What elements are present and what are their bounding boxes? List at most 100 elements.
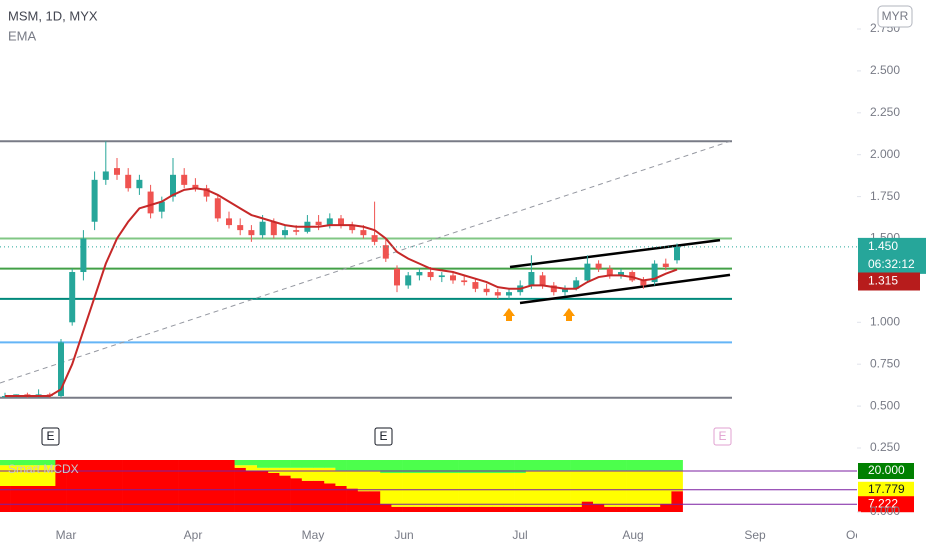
candle-body xyxy=(450,275,456,281)
candle-body xyxy=(114,168,120,175)
indicator-bar xyxy=(649,506,661,512)
indicator-bar xyxy=(279,467,291,476)
time-labels: Mar Apr May Jun Jul Aug Sep Oct xyxy=(56,528,866,542)
indicator-bar xyxy=(447,506,459,512)
month-label: Aug xyxy=(622,528,643,542)
indicator-bar xyxy=(503,506,515,512)
candle-body xyxy=(282,230,288,236)
plot-area xyxy=(0,140,857,399)
candle-body xyxy=(494,292,501,296)
indicator-bar xyxy=(525,506,538,512)
y-tick-label: 0.750 xyxy=(870,356,900,370)
indicator-bar xyxy=(637,460,650,471)
indicator-bar xyxy=(44,486,56,512)
indicator-bar xyxy=(21,465,34,486)
indicator-bar xyxy=(122,460,135,512)
indicator-bar xyxy=(593,460,605,471)
indicator-bar xyxy=(178,460,191,512)
indicator-bar xyxy=(66,460,79,512)
indicator-bar xyxy=(402,460,415,473)
month-label: Apr xyxy=(184,528,203,542)
indicator-bar xyxy=(357,470,370,492)
indicator-bar xyxy=(548,506,560,512)
indicator-bar xyxy=(604,506,616,512)
indicator-bar xyxy=(0,465,11,486)
candle-body xyxy=(102,171,109,180)
candle-body xyxy=(226,218,232,226)
indicator-bar xyxy=(503,460,515,473)
indicator-bar xyxy=(167,460,179,512)
indicator-bar xyxy=(626,506,639,512)
indicator-bar xyxy=(346,460,359,471)
indicator-bar xyxy=(660,460,672,471)
indicator-bar xyxy=(615,460,627,471)
indicator-bar xyxy=(391,506,403,512)
indicator-bar xyxy=(357,460,370,471)
indicator-level-label: 7.222 xyxy=(868,496,898,510)
candle-body xyxy=(472,282,479,289)
indicator-bar xyxy=(649,470,661,507)
indicator-bar xyxy=(223,460,235,512)
candle-body xyxy=(147,191,154,214)
last-price-box xyxy=(858,237,926,274)
indicator-bar xyxy=(402,506,415,512)
indicator-bar xyxy=(525,470,538,507)
indicator-bar xyxy=(469,460,482,473)
indicator-bar xyxy=(548,460,560,471)
indicator-bar xyxy=(570,470,583,507)
indicator-bar xyxy=(481,460,493,473)
candle-body xyxy=(203,188,210,197)
time-axis xyxy=(0,519,932,550)
indicator-bar xyxy=(0,460,11,466)
indicator-bar xyxy=(626,460,639,471)
chart-title: MSM, 1D, MYX xyxy=(8,8,98,23)
last-price-label: 1.450 xyxy=(868,239,898,253)
indicator-bar xyxy=(33,460,45,466)
axis-labels: 0.2500.5000.7501.0001.2501.5001.7502.000… xyxy=(857,21,926,518)
candle-body xyxy=(618,272,624,276)
indicator-bar xyxy=(33,465,45,486)
month-label: Jun xyxy=(394,528,413,542)
month-label: Jul xyxy=(512,528,527,542)
indicator-bar xyxy=(626,470,639,507)
indicator-bar xyxy=(245,465,258,471)
candle-body xyxy=(80,238,87,273)
indicator-bar xyxy=(369,470,381,492)
candle-body xyxy=(136,179,143,189)
indicator-bar xyxy=(380,473,392,505)
candle-body xyxy=(651,263,658,283)
month-label: Mar xyxy=(56,528,77,542)
indicator-bar xyxy=(245,470,258,512)
candle-body xyxy=(483,288,490,293)
candle-body xyxy=(293,230,300,232)
indicator-bar xyxy=(335,470,347,486)
event-box xyxy=(41,427,60,446)
indicator-bar xyxy=(279,460,291,468)
candle-body xyxy=(170,174,176,197)
indicator-bar xyxy=(21,486,34,512)
candle-body xyxy=(382,245,389,259)
indicator-bar xyxy=(593,470,605,505)
candle-body xyxy=(125,174,132,189)
candle-body xyxy=(360,230,367,236)
candle-body xyxy=(248,230,255,236)
indicator-bar xyxy=(301,467,314,481)
indicator-bar xyxy=(290,467,303,479)
event-label: E xyxy=(379,429,387,443)
indicator-bar xyxy=(313,460,325,468)
indicator-bar xyxy=(234,465,247,468)
indicator-bar xyxy=(44,460,56,466)
event-box xyxy=(374,427,393,446)
indicator-name: Smart MCDX xyxy=(8,462,79,476)
indicator-bar xyxy=(649,460,661,471)
event-box xyxy=(713,427,732,446)
indicator-level-label: 20.000 xyxy=(868,463,905,477)
indicator-bar xyxy=(637,470,650,507)
indicator-bar xyxy=(212,460,224,512)
indicator-bar xyxy=(346,488,359,512)
trend-line xyxy=(509,238,721,269)
indicator-bar xyxy=(425,460,437,473)
indicator-bar xyxy=(380,460,392,473)
indicator-bar xyxy=(525,460,538,471)
indicator-bar xyxy=(21,460,34,466)
